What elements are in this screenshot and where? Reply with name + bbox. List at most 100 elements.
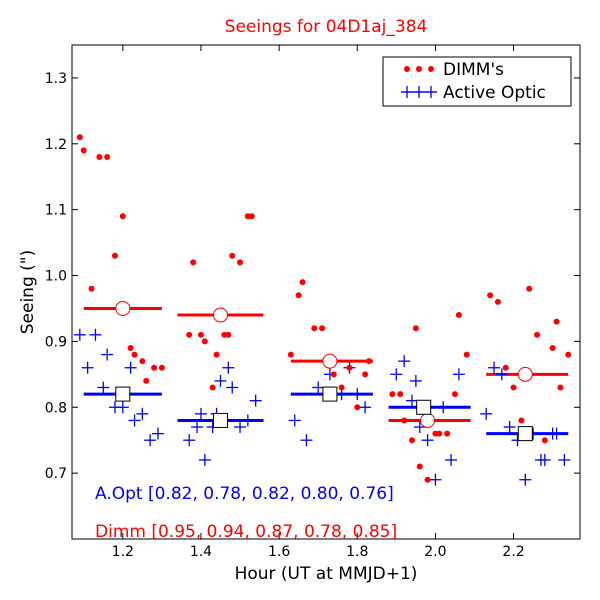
dimm-point [541,437,548,444]
dimm-point [494,298,501,305]
dimm-point [389,391,396,398]
ao-point [480,407,493,420]
chart-title: Seeings for 04D1aj_384 [225,17,428,37]
dimm-point [76,134,83,141]
ao-median-marker [115,386,131,402]
dimm-point [80,147,87,154]
x-tick-label: 2.2 [502,544,524,560]
dimm-point [424,476,431,483]
ao-point [452,368,465,381]
dimm-point [436,430,443,437]
ao-point [128,414,141,427]
dimm-point [186,331,193,338]
x-tick-label: 1.6 [268,544,290,560]
x-axis-label: Hour (UT at MMJD+1) [235,564,418,584]
ao-point [234,421,247,434]
dimm-point [557,384,564,391]
dimm-point [131,351,138,358]
dimm-point [104,153,111,160]
dimm-point [565,351,572,358]
dimm-point [330,371,337,378]
ao-point [191,421,204,434]
dimm-point [408,437,415,444]
ao-point [312,381,325,394]
dimm-point [158,364,165,371]
ao-point [359,401,372,414]
legend: DIMM's Active Optic [382,56,572,107]
ao-point [413,421,426,434]
dimm-point [299,279,306,286]
dimm-point [451,391,458,398]
dimm-point [319,325,326,332]
legend-dimm-marker [404,66,410,72]
legend-markers [401,66,437,98]
ao-point [194,407,207,420]
x-tick-label: 1.2 [112,544,134,560]
ao-median-marker [416,399,432,415]
dimm-median-marker [115,300,131,316]
ao-point [73,328,86,341]
dimm-point [412,325,419,332]
dimm-median-marker [212,307,228,323]
ao-point [183,434,196,447]
dimm-point [416,463,423,470]
ao-point [351,388,364,401]
dimm-point [338,384,345,391]
dimm-point [139,358,146,365]
ao-point [300,434,313,447]
dimm-point [463,351,470,358]
ao-point [519,473,532,486]
ao-median-marker [517,426,533,442]
ao-point [226,381,239,394]
ao-point [409,374,422,387]
dimm-point [96,153,103,160]
ao-point [538,453,551,466]
dimm-point [237,259,244,266]
ao-point [390,368,403,381]
ao-point [144,434,157,447]
x-tick-label: 2.0 [424,544,446,560]
ao-point [488,361,501,374]
legend-dimm-marker [416,66,422,72]
ao-point [136,407,149,420]
dimm-point [401,417,408,424]
ao-point [241,414,254,427]
x-tick-label: 1.4 [190,544,212,560]
y-tick-label: 1.0 [45,269,67,285]
ao-point [81,361,94,374]
ao-point [445,453,458,466]
dimm-median-marker [420,412,436,428]
y-axis-label: Seeing (") [18,250,38,335]
dimm-point [526,285,533,292]
dimm-point [311,325,318,332]
ao-point [116,401,129,414]
y-tick-label: 1.1 [45,203,67,219]
ao-point [198,453,211,466]
legend-dimm-marker [428,66,434,72]
dimm-point [346,364,353,371]
dimm-point [225,331,232,338]
y-tick-label: 0.9 [45,334,67,350]
ao-point [405,394,418,407]
dimm-point [487,292,494,299]
dimm-point [151,364,158,371]
dimm-point [287,351,294,358]
ao-annotation: A.Opt [0.82, 0.78, 0.82, 0.80, 0.76] [95,484,394,504]
dimm-point [553,318,560,325]
dimm-point [248,213,255,220]
dimm-median-marker [322,353,338,369]
y-tick-label: 0.8 [45,400,67,416]
dimm-point [295,292,302,299]
ao-point [89,328,102,341]
dimm-point [518,417,525,424]
dimm-point [354,404,361,411]
ao-point [398,355,411,368]
dimm-point [143,377,150,384]
dimm-point [209,384,216,391]
dimm-point [190,259,197,266]
dimm-point [111,252,118,259]
dimm-point [365,358,372,365]
ao-point [249,394,262,407]
dimm-point [534,331,541,338]
